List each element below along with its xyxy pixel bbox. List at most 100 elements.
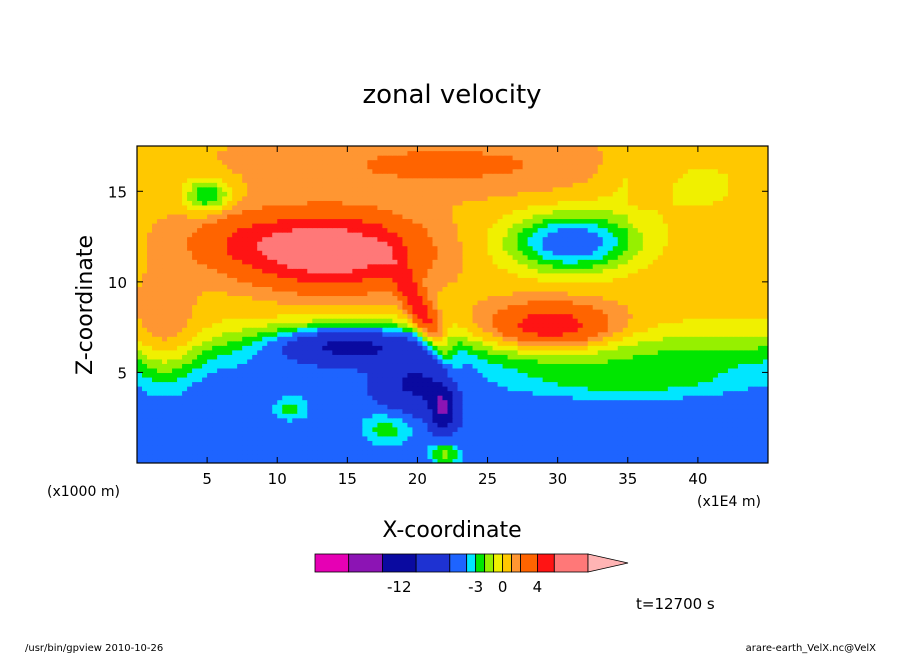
field-cell (468, 300, 474, 305)
field-cell (252, 350, 258, 355)
field-cell (613, 436, 619, 441)
field-cell (588, 391, 594, 396)
field-cell (753, 359, 759, 364)
field-cell (177, 377, 183, 382)
field-cell (407, 282, 413, 287)
field-cell (638, 449, 644, 454)
field-cell (498, 404, 504, 409)
field-cell (518, 314, 524, 319)
field-cell (623, 449, 629, 454)
field-cell (598, 359, 604, 364)
field-cell (347, 372, 353, 377)
field-cell (483, 400, 489, 405)
field-cell (287, 354, 293, 359)
field-cell (638, 427, 644, 432)
field-cell (202, 291, 208, 296)
field-cell (473, 354, 479, 359)
field-cell (513, 409, 519, 414)
field-cell (222, 395, 228, 400)
field-cell (292, 341, 298, 346)
field-cell (297, 449, 303, 454)
field-cell (422, 363, 428, 368)
field-cell (262, 350, 268, 355)
field-cell (312, 391, 318, 396)
field-cell (688, 309, 694, 314)
field-cell (207, 381, 213, 386)
field-cell (573, 354, 579, 359)
field-cell (257, 454, 263, 459)
field-cell (518, 295, 524, 300)
field-cell (663, 305, 669, 310)
field-cell (628, 400, 634, 405)
field-cell (538, 314, 544, 319)
field-cell (227, 345, 233, 350)
field-cell (593, 377, 599, 382)
field-cell (212, 309, 218, 314)
field-cell (347, 295, 353, 300)
field-cell (367, 350, 373, 355)
field-cell (453, 300, 459, 305)
field-cell (723, 445, 729, 450)
field-cell (558, 305, 564, 310)
field-cell (432, 363, 438, 368)
field-cell (252, 404, 258, 409)
field-cell (312, 413, 318, 418)
field-cell (232, 354, 238, 359)
field-cell (307, 400, 313, 405)
field-cell (458, 327, 464, 332)
field-cell (142, 336, 148, 341)
field-cell (227, 391, 233, 396)
field-cell (152, 391, 158, 396)
field-cell (202, 318, 208, 323)
field-cell (638, 354, 644, 359)
field-cell (142, 295, 148, 300)
field-cell (217, 413, 223, 418)
field-cell (598, 291, 604, 296)
field-cell (753, 400, 759, 405)
field-cell (352, 454, 358, 459)
field-cell (362, 336, 368, 341)
field-cell (508, 300, 514, 305)
field-cell (182, 282, 188, 287)
field-cell (698, 359, 704, 364)
field-cell (247, 377, 253, 382)
field-cell (427, 445, 433, 450)
field-cell (603, 295, 609, 300)
field-cell (297, 359, 303, 364)
field-cell (493, 445, 499, 450)
field-cell (347, 305, 353, 310)
field-cell (367, 391, 373, 396)
field-cell (568, 418, 574, 423)
field-cell (463, 454, 469, 459)
field-cell (628, 454, 634, 459)
field-cell (493, 332, 499, 337)
field-cell (372, 345, 378, 350)
field-cell (583, 436, 589, 441)
field-cell (688, 345, 694, 350)
field-cell (623, 345, 629, 350)
field-cell (548, 440, 554, 445)
field-cell (402, 336, 408, 341)
field-cell (302, 309, 308, 314)
field-cell (553, 418, 559, 423)
field-cell (427, 286, 433, 291)
field-cell (513, 363, 519, 368)
field-cell (247, 427, 253, 432)
field-cell (267, 318, 273, 323)
field-cell (297, 318, 303, 323)
field-cell (337, 422, 343, 427)
field-cell (237, 395, 243, 400)
field-cell (648, 309, 654, 314)
field-cell (227, 418, 233, 423)
field-cell (678, 286, 684, 291)
field-cell (227, 327, 233, 332)
field-cell (588, 404, 594, 409)
field-cell (493, 314, 499, 319)
field-cell (177, 327, 183, 332)
field-cell (302, 449, 308, 454)
field-cell (312, 418, 318, 423)
field-cell (187, 282, 193, 287)
field-cell (668, 386, 674, 391)
field-cell (362, 305, 368, 310)
field-cell (698, 286, 704, 291)
